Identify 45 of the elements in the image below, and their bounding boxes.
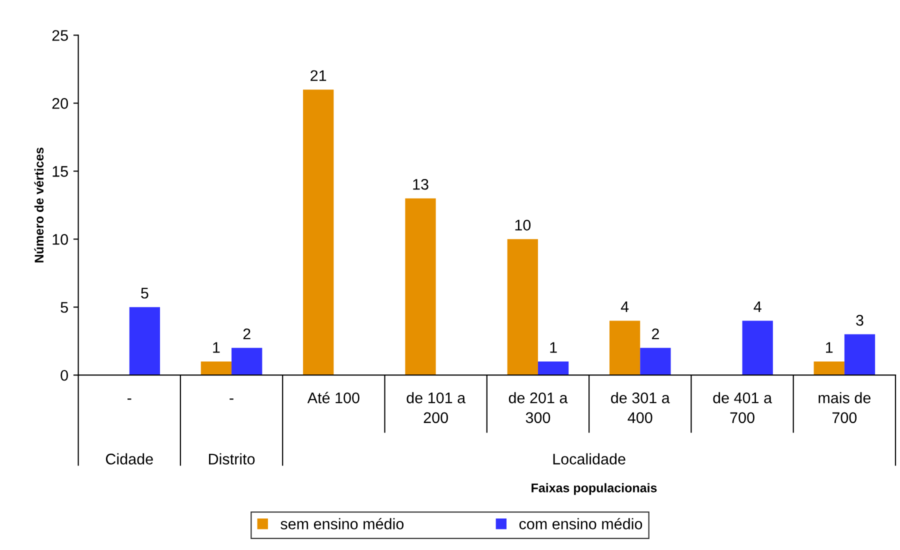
- y-axis-title: Número de vértices: [34, 148, 44, 262]
- y-tick-label: 20: [52, 98, 68, 109]
- bar: [303, 90, 334, 376]
- bar: [538, 362, 569, 376]
- data-label: 4: [754, 301, 762, 312]
- x-tick-label: de 401 a 700: [713, 392, 772, 424]
- data-label: 5: [141, 288, 148, 299]
- x-tick-label: -: [230, 398, 234, 400]
- bar: [609, 320, 640, 376]
- x-tick-label: -: [128, 398, 132, 400]
- bar: [200, 362, 232, 376]
- y-tick-label: 25: [52, 30, 68, 41]
- bar: [742, 320, 773, 376]
- x-tick-label: de 301 a 400: [611, 392, 670, 424]
- data-label: 1: [826, 342, 833, 353]
- y-tick-label: 0: [60, 370, 68, 381]
- data-label: 21: [310, 70, 326, 81]
- legend-label: sem ensino médio: [280, 518, 404, 530]
- bar: [814, 362, 844, 376]
- bar: [405, 198, 436, 376]
- bar: [232, 348, 262, 376]
- text: Cidade: [106, 453, 153, 464]
- y-tick-label: 10: [52, 234, 68, 245]
- x-tick-label: de 201 a 300: [508, 392, 568, 424]
- data-label: 1: [213, 342, 220, 353]
- text: Distrito: [209, 453, 255, 464]
- text: Localidade: [553, 453, 626, 464]
- bar: [129, 307, 160, 376]
- data-label: 2: [652, 328, 659, 340]
- x-tick-label: de 101 a 200: [406, 392, 466, 424]
- legend-label: com ensino médio: [519, 518, 642, 530]
- data-label: 2: [243, 328, 250, 340]
- bar: [507, 239, 538, 376]
- data-label: 3: [856, 314, 864, 326]
- data-label: 10: [515, 220, 531, 231]
- bar: [640, 348, 671, 376]
- x-tick-label: Até 100: [307, 392, 360, 404]
- bar: [844, 334, 876, 376]
- y-tick-label: 15: [52, 166, 68, 177]
- data-label: 13: [413, 178, 428, 190]
- data-label: 4: [620, 301, 629, 312]
- data-label: 1: [550, 342, 557, 353]
- y-tick-label: 5: [60, 302, 68, 313]
- x-axis-title: Faixas populacionais: [532, 483, 657, 495]
- x-tick-label: mais de 700: [818, 392, 870, 424]
